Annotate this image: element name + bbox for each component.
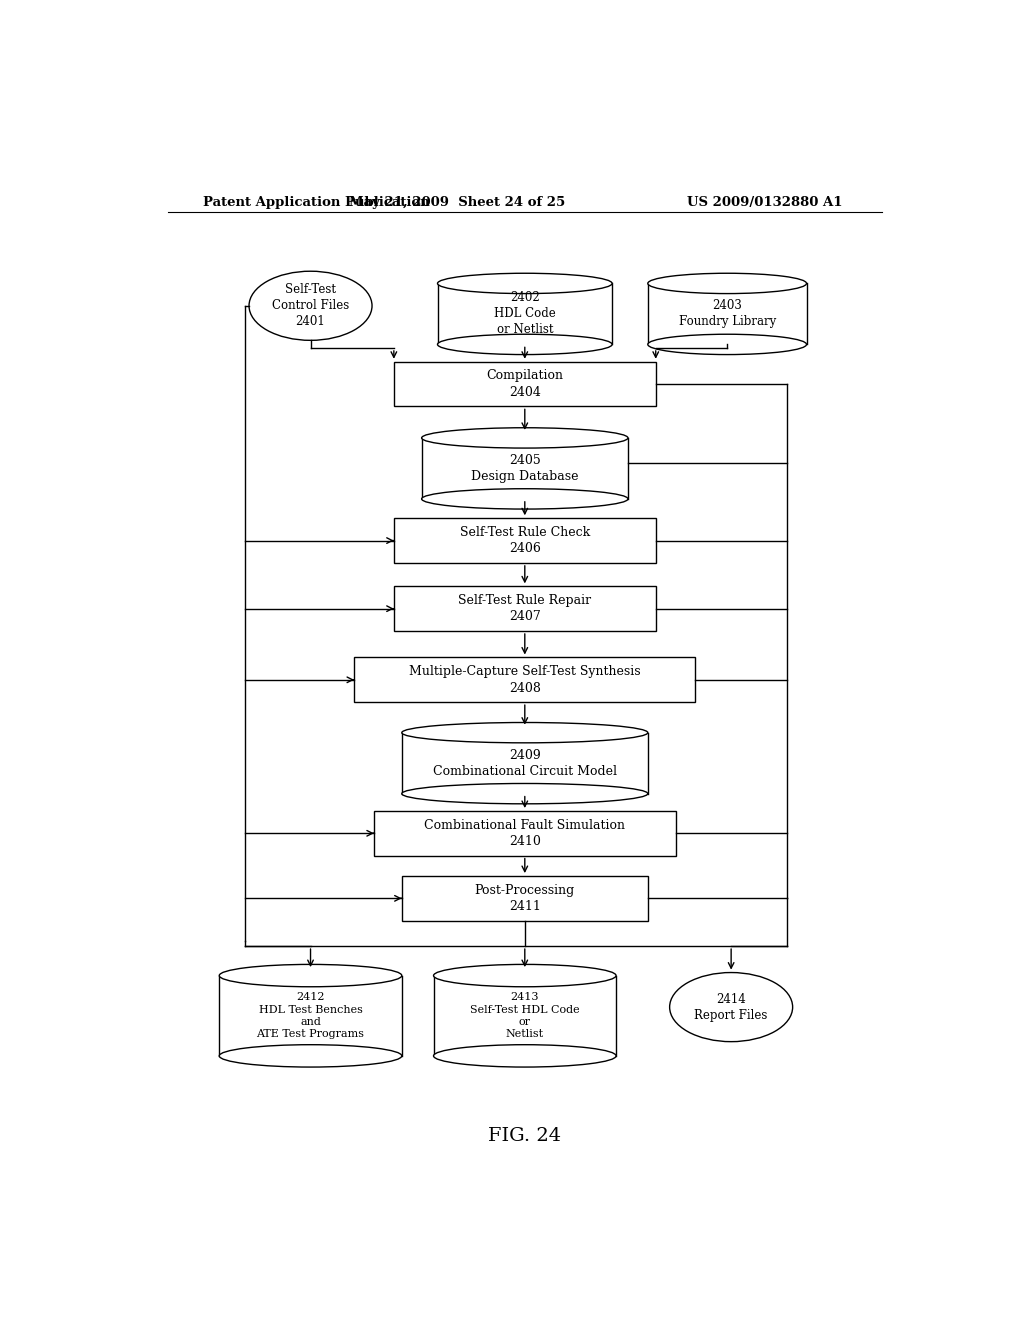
Text: Post-Processing
2411: Post-Processing 2411 — [475, 883, 574, 913]
Text: Self-Test
Control Files
2401: Self-Test Control Files 2401 — [272, 284, 349, 329]
Text: 2402
HDL Code
or Netlist: 2402 HDL Code or Netlist — [494, 292, 556, 337]
Text: 2409
Combinational Circuit Model: 2409 Combinational Circuit Model — [433, 748, 616, 777]
Text: Patent Application Publication: Patent Application Publication — [204, 195, 430, 209]
Ellipse shape — [433, 1044, 616, 1067]
Bar — [422, 438, 628, 499]
Text: May 21, 2009  Sheet 24 of 25: May 21, 2009 Sheet 24 of 25 — [349, 195, 565, 209]
Ellipse shape — [670, 973, 793, 1041]
Ellipse shape — [401, 784, 648, 804]
Ellipse shape — [219, 965, 401, 987]
Text: FIG. 24: FIG. 24 — [488, 1127, 561, 1146]
Ellipse shape — [437, 334, 612, 355]
Bar — [394, 519, 655, 562]
Bar — [219, 975, 401, 1056]
Ellipse shape — [648, 334, 807, 355]
Bar — [437, 284, 612, 345]
Text: Self-Test Rule Check
2406: Self-Test Rule Check 2406 — [460, 525, 590, 556]
Text: 2414
Report Files: 2414 Report Files — [694, 993, 768, 1022]
Bar — [374, 810, 676, 855]
Bar — [394, 362, 655, 407]
Text: 2412
HDL Test Benches
and
ATE Test Programs: 2412 HDL Test Benches and ATE Test Progr… — [257, 993, 365, 1039]
Bar — [401, 876, 648, 921]
Bar — [433, 975, 616, 1056]
Bar — [648, 284, 807, 345]
Text: 2413
Self-Test HDL Code
or
Netlist: 2413 Self-Test HDL Code or Netlist — [470, 993, 580, 1039]
Text: Multiple-Capture Self-Test Synthesis
2408: Multiple-Capture Self-Test Synthesis 240… — [409, 665, 641, 694]
Text: Compilation
2404: Compilation 2404 — [486, 370, 563, 399]
Bar — [401, 733, 648, 793]
Ellipse shape — [648, 273, 807, 293]
Bar — [394, 586, 655, 631]
Text: US 2009/0132880 A1: US 2009/0132880 A1 — [687, 195, 842, 209]
Ellipse shape — [437, 273, 612, 293]
Ellipse shape — [422, 428, 628, 447]
Ellipse shape — [422, 488, 628, 510]
Text: Combinational Fault Simulation
2410: Combinational Fault Simulation 2410 — [424, 818, 626, 847]
Bar — [354, 657, 695, 702]
Text: 2403
Foundry Library: 2403 Foundry Library — [679, 300, 776, 329]
Text: 2405
Design Database: 2405 Design Database — [471, 454, 579, 483]
Ellipse shape — [219, 1044, 401, 1067]
Ellipse shape — [401, 722, 648, 743]
Ellipse shape — [249, 271, 372, 341]
Text: Self-Test Rule Repair
2407: Self-Test Rule Repair 2407 — [458, 594, 592, 623]
Ellipse shape — [433, 965, 616, 987]
